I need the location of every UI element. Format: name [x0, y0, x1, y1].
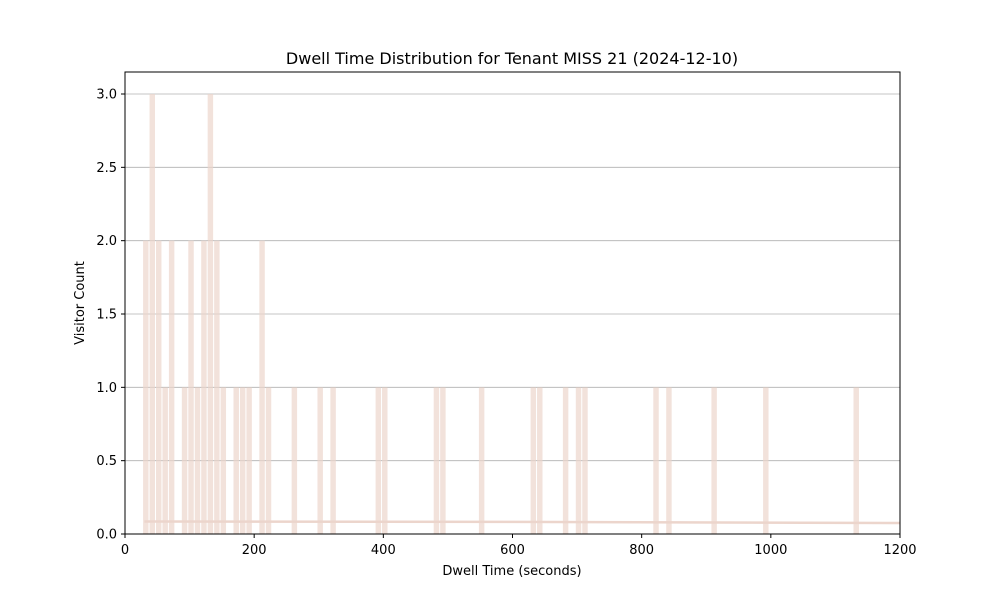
histogram-bar — [233, 387, 239, 534]
histogram-bar — [711, 387, 717, 534]
y-axis-ticks: 0.0 0.5 1.0 1.5 2.0 2.5 3.0 — [96, 88, 125, 543]
y-axis-title: Visitor Count — [73, 261, 88, 345]
y-tick-label: 3.0 — [96, 88, 117, 103]
x-tick-label: 200 — [242, 543, 267, 558]
histogram-bar — [330, 387, 336, 534]
histogram-bar — [317, 387, 323, 534]
histogram-bar — [382, 387, 388, 534]
y-tick-label: 2.0 — [96, 234, 117, 249]
x-tick-label: 0 — [121, 543, 129, 558]
x-tick-label: 600 — [500, 543, 525, 558]
histogram-bar — [582, 387, 588, 534]
histogram-bar — [666, 387, 672, 534]
x-axis-title: Dwell Time (seconds) — [442, 564, 581, 579]
x-tick-label: 1000 — [754, 543, 787, 558]
histogram-bar — [149, 94, 155, 534]
histogram-bar — [478, 387, 485, 534]
histogram-bar — [265, 387, 272, 534]
y-tick-label: 0.0 — [96, 528, 117, 543]
histogram-bar — [562, 387, 569, 534]
density-line — [144, 520, 901, 525]
histogram-bar — [181, 387, 188, 534]
histogram-bar — [653, 387, 659, 534]
chart-title: Dwell Time Distribution for Tenant MISS … — [286, 49, 738, 68]
x-tick-label: 400 — [371, 543, 396, 558]
histogram-bar — [162, 387, 168, 534]
histogram-bar — [440, 387, 446, 534]
histogram-bar — [168, 240, 175, 534]
y-tick-label: 0.5 — [96, 454, 117, 469]
histogram-bar — [375, 387, 382, 534]
density-line-group — [144, 520, 901, 525]
histogram-bar — [143, 240, 149, 534]
x-tick-label: 800 — [629, 543, 654, 558]
y-tick-label: 1.0 — [96, 381, 117, 396]
histogram-bar — [433, 387, 440, 534]
histogram-bar — [220, 387, 227, 534]
histogram-bar — [207, 94, 214, 534]
histogram-bar — [214, 240, 220, 534]
histogram-bar — [246, 387, 252, 534]
bars-group — [143, 94, 859, 534]
grid-lines — [125, 93, 900, 462]
histogram-bar — [201, 240, 207, 534]
histogram-bar — [530, 387, 537, 534]
histogram-bar — [239, 387, 246, 534]
histogram-bar — [188, 240, 194, 534]
histogram-bar — [575, 387, 582, 534]
histogram-bar — [537, 387, 543, 534]
y-tick-label: 1.5 — [96, 308, 117, 323]
histogram-bar — [853, 387, 859, 534]
y-tick-label: 2.5 — [96, 161, 117, 176]
histogram-bar — [156, 240, 162, 534]
histogram-bar — [259, 240, 265, 534]
x-tick-label: 1200 — [883, 543, 916, 558]
histogram-bar — [194, 387, 201, 534]
histogram-bar — [291, 387, 298, 534]
x-axis-ticks: 0 200 400 600 800 1000 1200 — [121, 534, 917, 558]
histogram-bar — [763, 387, 769, 534]
